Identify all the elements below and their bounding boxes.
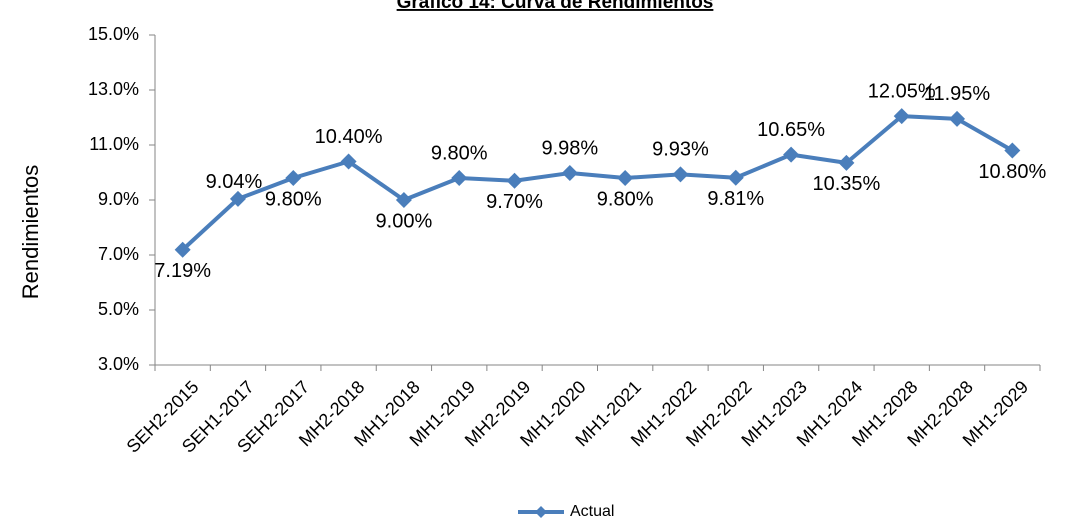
marker — [949, 110, 966, 127]
marker — [174, 241, 191, 258]
data-label: 9.80% — [265, 188, 322, 210]
y-tick-label: 15.0% — [88, 24, 139, 44]
legend-marker — [535, 506, 547, 518]
data-label: 10.65% — [757, 119, 825, 141]
marker — [727, 169, 744, 186]
data-label: 9.81% — [707, 188, 764, 210]
marker — [451, 170, 468, 186]
data-label: 9.80% — [597, 188, 654, 210]
y-tick-label: 11.0% — [89, 134, 139, 154]
y-tick-label: 7.0% — [98, 244, 139, 264]
marker — [340, 153, 357, 170]
marker — [617, 170, 634, 186]
series-line — [181, 114, 1014, 252]
marker — [672, 166, 689, 183]
marker — [561, 165, 578, 182]
marker — [229, 190, 246, 207]
data-label: 10.80% — [978, 161, 1046, 183]
data-label: 11.95% — [924, 83, 991, 105]
marker — [285, 170, 302, 186]
marker — [893, 108, 910, 125]
data-label: 9.80% — [431, 142, 488, 164]
y-tick-label: 5.0% — [98, 299, 139, 319]
y-tick-label: 13.0% — [88, 79, 139, 99]
marker — [395, 192, 412, 208]
y-tick-label: 9.0% — [98, 189, 139, 209]
data-label: 9.98% — [541, 137, 598, 159]
marker — [506, 172, 523, 189]
marker — [1004, 142, 1021, 159]
data-label: 9.00% — [376, 210, 433, 232]
marker — [838, 154, 855, 171]
chart-title: Gráfico 14: Curva de Rendimientos — [397, 0, 714, 13]
legend-label: Actual — [570, 503, 614, 520]
data-label: 10.40% — [315, 126, 383, 148]
data-label: 10.35% — [812, 173, 880, 195]
data-label: 12.05% — [868, 80, 936, 102]
data-label: 9.04% — [206, 171, 263, 193]
data-label: 7.19% — [154, 260, 211, 282]
marker — [783, 146, 800, 163]
data-label: 9.93% — [652, 139, 709, 161]
data-label: 9.70% — [486, 191, 543, 213]
y-axis-label: Rendimientos — [18, 165, 43, 300]
y-tick-label: 3.0% — [98, 354, 139, 374]
